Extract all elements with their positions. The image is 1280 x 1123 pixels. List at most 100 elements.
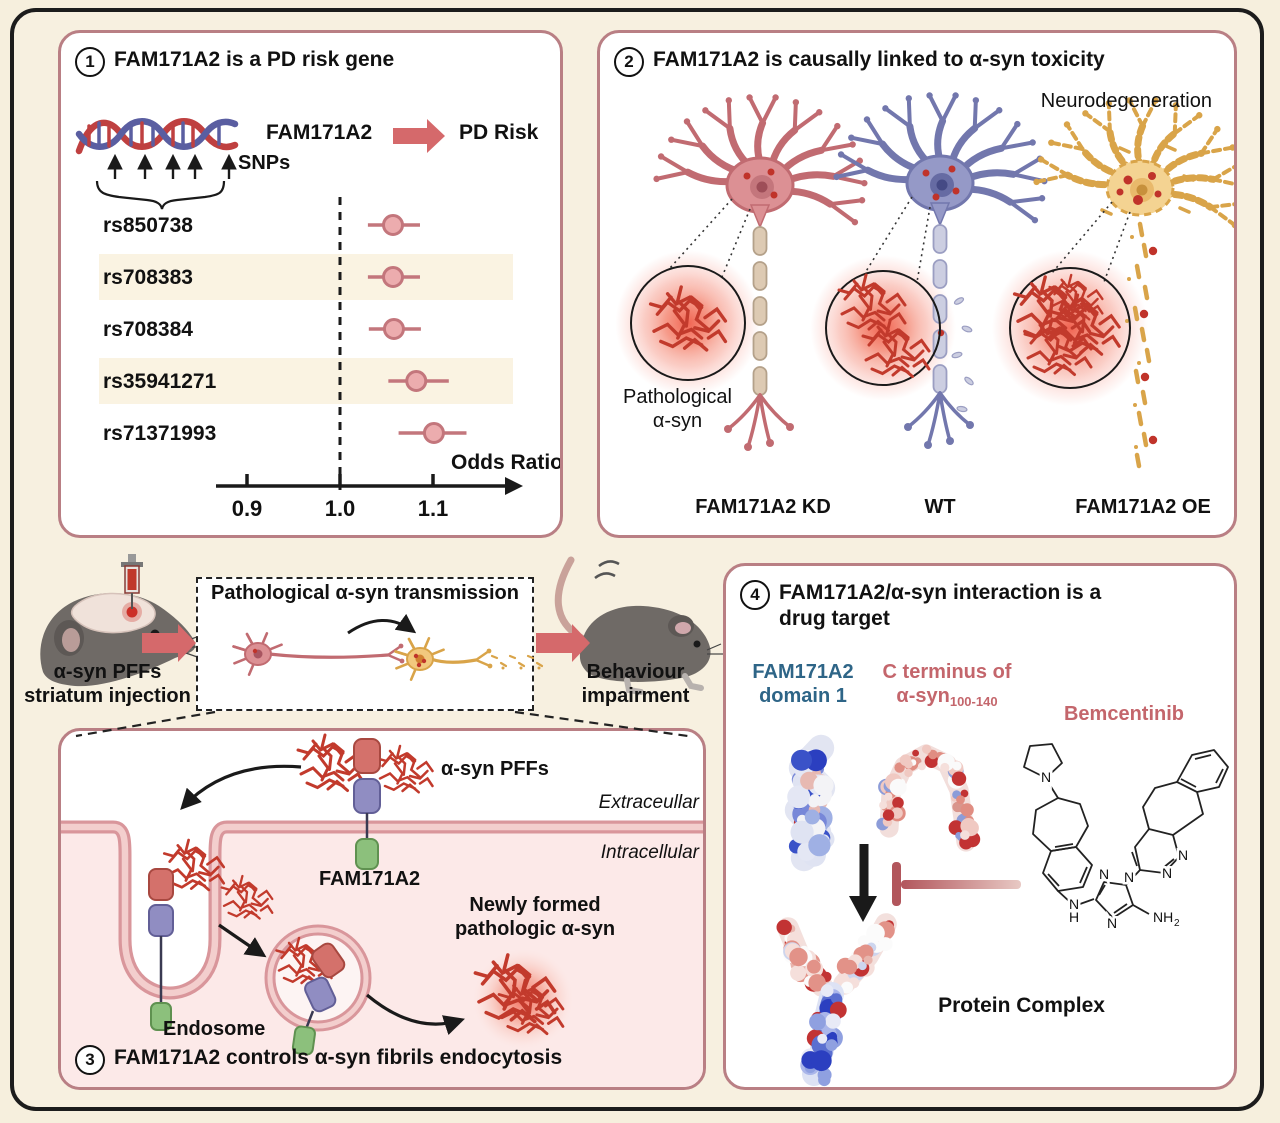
or-point bbox=[422, 422, 445, 444]
axis-arrowhead bbox=[505, 477, 523, 495]
panel-4-title: 4 FAM171A2/α-syn interaction is a drug ta… bbox=[740, 580, 1101, 632]
tail bbox=[554, 556, 589, 644]
panel-4-drug-target: 4 FAM171A2/α-syn interaction is a drug ta… bbox=[723, 563, 1237, 1090]
motion-lines bbox=[594, 560, 620, 580]
panel-2-asyn-toxicity: 2 FAM171A2 is causally linked to α-syn t… bbox=[597, 30, 1237, 538]
panel-1-title-text: FAM171A2 is a PD risk gene bbox=[114, 48, 395, 71]
condition-label-wt: WT bbox=[924, 496, 956, 518]
transmission-neurons bbox=[232, 613, 544, 681]
panel-1-graphic: rs850738 rs708383 rs708384 rs35941271 rs7137… bbox=[75, 118, 523, 521]
extracellular-label: Extraceullar bbox=[598, 792, 699, 813]
n-atom: N bbox=[1162, 865, 1172, 881]
protein-complex-label: Protein Complex bbox=[938, 994, 1105, 1017]
brace bbox=[95, 180, 226, 210]
interaction-arrow-icon bbox=[849, 844, 877, 922]
exposed-skull bbox=[70, 592, 156, 634]
receptor-in-pit bbox=[148, 868, 174, 1031]
snp-label: rs71371993 bbox=[103, 422, 216, 445]
snp-arrows bbox=[107, 153, 237, 179]
transmission-box: Pathological α-syn transmission bbox=[196, 577, 544, 711]
injected-mouse-icon bbox=[40, 554, 207, 687]
pathological-asyn-label: Pathological α-syn bbox=[623, 386, 732, 432]
behaviour-label: Behaviour impairment bbox=[581, 661, 690, 707]
or-point bbox=[382, 214, 405, 236]
eye bbox=[693, 640, 701, 648]
intracellular-label: Intracellular bbox=[600, 842, 699, 863]
endocytosis-arrow bbox=[180, 764, 302, 811]
bemcentinib-structure: N N H N N N N N NH 2 bbox=[1023, 743, 1229, 934]
inhibition-tbar-icon bbox=[892, 862, 1021, 906]
snp-label: rs35941271 bbox=[103, 370, 217, 393]
endosome-label: Endosome bbox=[163, 1018, 266, 1040]
rear-leg bbox=[624, 677, 644, 695]
pff-fibril bbox=[376, 744, 434, 794]
front-leg bbox=[682, 673, 704, 691]
condition-label-kd: FAM171A2 KD bbox=[695, 496, 831, 518]
pit-to-endosome-arrow bbox=[218, 923, 267, 958]
n-atom: N bbox=[1178, 847, 1188, 863]
panel-3-title: 3 FAM171A2 controls α-syn fibrils endocy… bbox=[75, 1045, 562, 1075]
panel-2-number: 2 bbox=[614, 47, 644, 77]
panel-3-number: 3 bbox=[75, 1045, 105, 1075]
zoom-wedge-line bbox=[916, 206, 931, 283]
or-point bbox=[382, 266, 405, 288]
tick-label: 1.1 bbox=[418, 496, 449, 521]
panel-1-title: 1 FAM171A2 is a PD risk gene bbox=[75, 47, 394, 77]
new-aggregate bbox=[469, 945, 577, 1053]
panel-2-title: 2 FAM171A2 is causally linked to α-syn t… bbox=[614, 47, 1105, 77]
newly-formed-label: Newly formed pathologic α-syn bbox=[454, 894, 616, 940]
endosome-to-aggregate-arrow bbox=[365, 993, 465, 1036]
panel-4-number: 4 bbox=[740, 580, 770, 610]
panel-4-graphic: N N H N N N N N NH 2 bbox=[776, 734, 1229, 1087]
panel-1-pd-risk-gene: 1 FAM171A2 is a PD risk gene bbox=[58, 30, 563, 538]
tick-label: 0.9 bbox=[232, 496, 263, 521]
transfer-arrow bbox=[347, 613, 417, 635]
snps-label: SNPs bbox=[238, 152, 291, 174]
snp-label: rs708383 bbox=[103, 266, 193, 289]
neuron-wt bbox=[833, 92, 1048, 449]
fam171a2-receptor bbox=[353, 738, 381, 870]
receptor-label: FAM171A2 bbox=[319, 868, 421, 890]
gene-risk-arrow-icon bbox=[393, 119, 445, 153]
dna-icon bbox=[75, 118, 239, 155]
endosome-vesicle bbox=[264, 924, 372, 1056]
syringe-icon bbox=[121, 554, 143, 609]
membrane-inner bbox=[61, 823, 703, 997]
eye bbox=[150, 629, 160, 639]
panel-2-title-text: FAM171A2 is causally linked to α-syn tox… bbox=[653, 48, 1105, 71]
gene-label: FAM171A2 bbox=[266, 121, 373, 144]
odds-ratio-label: Odds Ratio bbox=[450, 451, 563, 474]
whiskers bbox=[706, 643, 723, 655]
neuron-oe bbox=[1033, 97, 1234, 469]
h-atom: H bbox=[1069, 909, 1079, 925]
cterm-label: C terminus of α-syn100-140 bbox=[882, 661, 1012, 709]
tick-label: 1.0 bbox=[325, 496, 356, 521]
or-point bbox=[382, 318, 405, 340]
neurodegeneration-label: Neurodegeneration bbox=[1040, 90, 1212, 112]
n-atom: N bbox=[1069, 896, 1079, 912]
fam171a2-domain1-structure bbox=[784, 734, 836, 872]
domain1-label: FAM171A2 domain 1 bbox=[752, 661, 854, 707]
n-atom: N bbox=[1041, 769, 1051, 785]
panel-3-endocytosis: α-syn PFFs Extraceullar Intracellular FA… bbox=[58, 728, 706, 1090]
zoom-wedge-line bbox=[1103, 211, 1131, 283]
panel-1-number: 1 bbox=[75, 47, 105, 77]
panel-2-graphic bbox=[600, 92, 1234, 469]
n-atom: N bbox=[1107, 915, 1117, 931]
injection-site bbox=[126, 606, 138, 618]
protein-complex-structure bbox=[776, 913, 897, 1087]
neuron-kd bbox=[653, 94, 868, 451]
row-highlight bbox=[99, 254, 513, 300]
bemcentinib-label: Bemcentinib bbox=[1063, 703, 1185, 725]
cterm-asyn-structure bbox=[876, 744, 981, 852]
n-atom: N bbox=[1124, 869, 1134, 885]
nh2-group: NH bbox=[1153, 909, 1173, 925]
snp-label: rs850738 bbox=[103, 214, 193, 237]
panel-4-title-text: FAM171A2/α-syn interaction is a drug targ… bbox=[779, 581, 1102, 630]
zoom-wedge-line bbox=[721, 208, 751, 278]
snp-label: rs708384 bbox=[103, 318, 193, 341]
or-point bbox=[405, 370, 428, 392]
mini-neuron bbox=[394, 637, 544, 681]
transmission-title: Pathological α-syn transmission bbox=[211, 582, 519, 604]
